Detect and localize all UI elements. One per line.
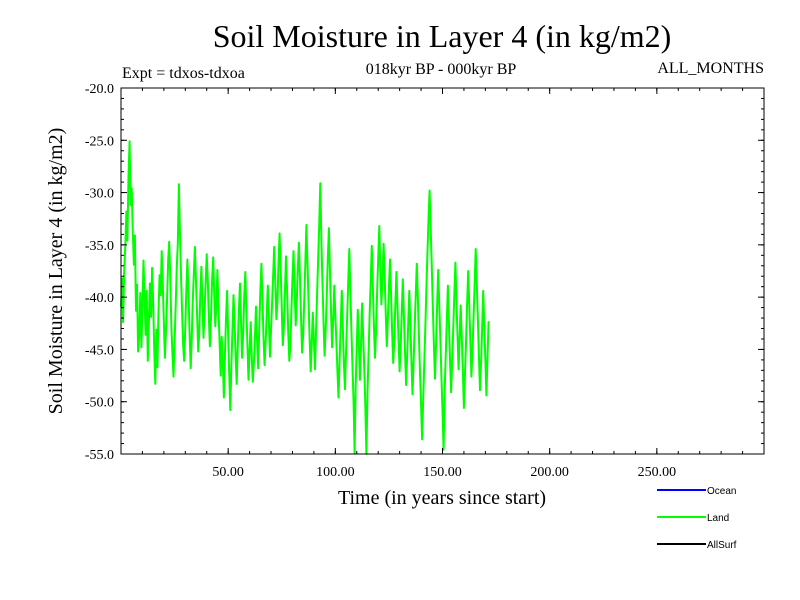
- x-axis-label: Time (in years since start): [338, 487, 546, 509]
- chart-subtitle-center: 018kyr BP - 000kyr BP: [366, 61, 517, 78]
- chart-title: Soil Moisture in Layer 4 (in kg/m2): [213, 18, 672, 54]
- x-tick-label: 250.00: [638, 465, 677, 480]
- legend-label-allsurf: AllSurf: [707, 540, 737, 551]
- x-tick-label: 100.00: [316, 465, 355, 480]
- y-tick-label: -30.0: [85, 187, 114, 202]
- chart-subtitle-left: Expt = tdxos-tdxoa: [122, 65, 245, 82]
- series-line-land: [120, 140, 490, 455]
- x-tick-label: 200.00: [530, 465, 569, 480]
- chart-subtitle-right: ALL_MONTHS: [657, 60, 764, 77]
- y-tick-label: -40.0: [85, 291, 114, 306]
- y-tick-label: -50.0: [85, 396, 114, 411]
- y-tick-label: -55.0: [85, 448, 114, 463]
- y-axis: -20.0 -25.0 -30.0 -35.0 -40.0 -45.0 -50.0 -55.0: [85, 82, 764, 463]
- y-axis-label: Soil Moisture in Layer 4 (in kg/m2): [45, 128, 67, 415]
- y-tick-label: -35.0: [85, 239, 114, 254]
- y-tick-label: -45.0: [85, 343, 114, 358]
- legend: Ocean Land AllSurf: [657, 486, 737, 551]
- y-tick-label: -20.0: [85, 82, 114, 97]
- legend-label-ocean: Ocean: [707, 486, 736, 497]
- legend-label-land: Land: [707, 513, 729, 524]
- series-layer: [120, 140, 490, 455]
- x-tick-label: 50.00: [212, 465, 244, 480]
- x-axis: 50.00 100.00 150.00 200.00 250.00: [120, 88, 765, 480]
- x-tick-label: 150.00: [423, 465, 462, 480]
- y-tick-label: -25.0: [85, 134, 114, 149]
